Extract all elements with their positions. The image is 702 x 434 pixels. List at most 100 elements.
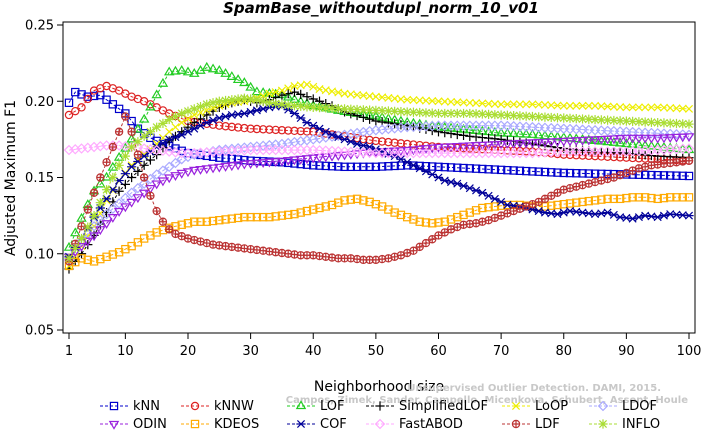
data-point-knn (459, 163, 468, 173)
data-point-lof (157, 77, 169, 87)
data-point-odin (602, 135, 613, 145)
data-point-loop (553, 101, 562, 110)
data-point-ldof (120, 192, 131, 204)
legend-item-inflo: INFLO (589, 417, 660, 432)
data-point-loop (478, 99, 487, 108)
data-point-cof (659, 211, 669, 220)
data-point-inflo (408, 107, 419, 117)
data-point-knn (390, 161, 399, 171)
data-point-inflo (358, 105, 368, 115)
data-point-loop (309, 82, 318, 91)
data-point-inflo (302, 102, 312, 112)
legend-marker-loop (511, 401, 521, 411)
legend-item-kdeos: KDEOS (181, 417, 259, 432)
data-point-inflo (527, 111, 538, 122)
data-point-lof (214, 64, 225, 74)
data-point-kdeos (346, 195, 356, 204)
data-point-odin (239, 160, 250, 170)
data-point-inflo (308, 102, 318, 112)
data-point-knn (377, 162, 387, 171)
data-point-inflo (458, 108, 469, 119)
data-point-inflo (552, 113, 563, 123)
x-tick-label: 60 (430, 344, 447, 359)
data-point-kdeos (396, 210, 406, 220)
data-point-inflo (684, 119, 694, 129)
data-point-knn (584, 169, 593, 178)
data-point-kdeos (359, 196, 368, 205)
data-point-odin (257, 159, 269, 169)
data-point-odin (176, 169, 187, 179)
data-point-cof (252, 106, 262, 115)
data-point-inflo (671, 118, 682, 129)
data-point-loop (340, 89, 349, 98)
data-point-cof (358, 141, 368, 150)
data-point-inflo (239, 93, 249, 103)
data-point-kdeos (265, 212, 274, 222)
data-point-kdeos (634, 193, 644, 202)
data-point-fastabod (163, 146, 175, 157)
data-point-loop (497, 100, 506, 109)
data-point-kdeos (158, 225, 168, 235)
data-point-inflo (390, 106, 400, 116)
data-point-odin (683, 133, 695, 143)
data-point-lof (138, 113, 150, 123)
data-point-knn (666, 171, 675, 180)
data-point-kdeos (428, 219, 437, 228)
data-point-loop (371, 92, 380, 101)
data-point-odin (245, 160, 256, 170)
legend-item-simplifiedlof: SimplifiedLOF (366, 399, 488, 414)
data-point-knnw (503, 146, 512, 155)
data-point-loop (265, 89, 274, 98)
data-point-knn (578, 169, 587, 178)
data-point-knnw (371, 136, 381, 146)
data-point-inflo (496, 110, 506, 120)
data-point-fastabod (170, 147, 181, 158)
data-point-inflo (208, 98, 218, 108)
data-point-knn (647, 170, 656, 180)
data-point-kdeos (152, 228, 161, 237)
data-point-odin (445, 143, 457, 153)
data-point-inflo (571, 114, 581, 124)
data-point-loop (653, 103, 662, 112)
data-point-cof (296, 114, 306, 123)
data-point-kdeos (240, 212, 249, 222)
data-point-ldf (428, 235, 437, 244)
data-point-inflo (483, 109, 494, 119)
data-point-odin (270, 158, 281, 168)
data-point-lof (107, 161, 119, 171)
legend-label-ldf: LDF (535, 417, 560, 432)
legend-label-ldof: LDOF (622, 399, 657, 414)
data-point-kdeos (271, 212, 280, 221)
data-point-inflo (365, 105, 375, 115)
data-point-cof (446, 178, 456, 187)
data-point-fastabod (157, 145, 169, 157)
data-point-loop (578, 101, 587, 110)
data-point-lof (201, 61, 213, 71)
data-point-inflo (615, 116, 625, 126)
data-point-odin (671, 133, 682, 143)
data-point-odin (170, 172, 181, 181)
data-point-cof (534, 207, 544, 216)
data-point-kdeos (603, 194, 612, 204)
data-point-inflo (540, 112, 550, 122)
legend-marker-cof (296, 419, 306, 429)
data-point-odin (157, 177, 169, 187)
data-point-odin (527, 139, 538, 149)
data-point-lof (220, 68, 231, 77)
data-point-lof (614, 137, 626, 147)
data-point-odin (552, 138, 563, 147)
data-point-inflo (133, 137, 143, 147)
data-point-cof (440, 176, 450, 185)
data-point-ldof (170, 157, 181, 169)
data-point-inflo (120, 151, 130, 161)
data-point-loop (597, 102, 606, 111)
data-point-loop (465, 98, 474, 107)
legend-item-odin: ODIN (100, 417, 167, 432)
data-point-knnw (233, 123, 243, 132)
data-point-lof (558, 132, 569, 141)
data-point-loop (534, 100, 543, 109)
data-point-knnw (359, 134, 368, 144)
data-point-simplifiedlof (383, 118, 393, 128)
data-point-inflo (659, 118, 669, 128)
